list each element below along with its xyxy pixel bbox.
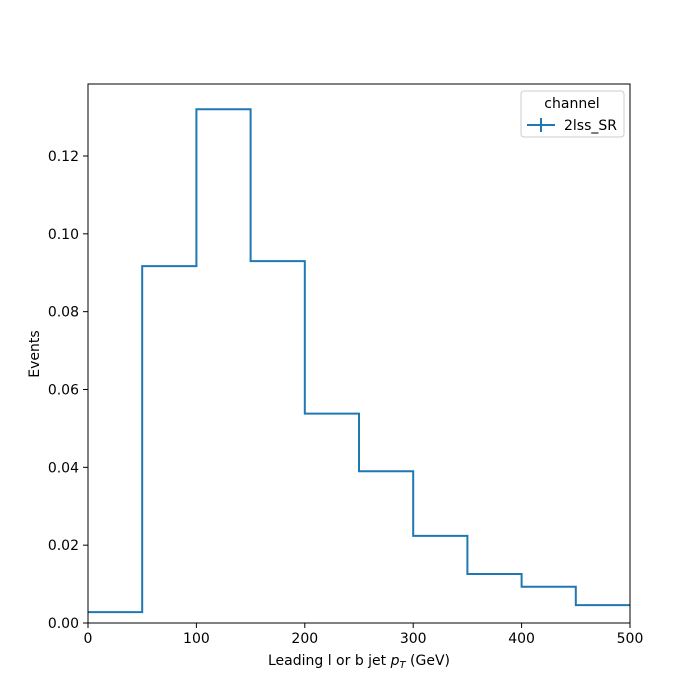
legend: channel 2lss_SR	[520, 90, 625, 138]
x-tick-label: 0	[84, 631, 93, 647]
y-tick-label: 0.12	[48, 149, 79, 165]
y-tick-label: 0.02	[48, 538, 79, 554]
x-tick-label: 300	[400, 631, 427, 647]
y-tick-label: 0.06	[48, 382, 79, 398]
legend-title: channel	[544, 96, 599, 112]
y-tick-label: 0.00	[48, 616, 79, 632]
x-tick-label: 200	[291, 631, 318, 647]
x-axis-title-suffix: (GeV)	[406, 653, 450, 669]
x-axis: 0 100 200 300 400 500	[84, 623, 644, 647]
axes-frame	[87, 83, 631, 624]
x-tick-label: 100	[183, 631, 210, 647]
y-tick-label: 0.04	[48, 460, 79, 476]
y-axis: 0.00 0.02 0.04 0.06 0.08 0.10 0.12	[48, 149, 88, 632]
x-tick-label: 500	[617, 631, 644, 647]
x-axis-title-prefix: Leading l or b jet	[268, 653, 391, 669]
x-axis-title: Leading l or b jet pT (GeV)	[268, 653, 450, 671]
y-axis-title: Events	[27, 330, 43, 377]
x-axis-title-variable: p	[390, 653, 400, 669]
x-axis-title-subscript: T	[399, 660, 406, 671]
legend-series-label: 2lss_SR	[564, 118, 617, 134]
y-tick-label: 0.08	[48, 305, 79, 321]
plot-area	[87, 83, 631, 624]
y-tick-label: 0.10	[48, 227, 79, 243]
x-tick-label: 400	[508, 631, 535, 647]
series-step-line	[88, 108, 630, 614]
